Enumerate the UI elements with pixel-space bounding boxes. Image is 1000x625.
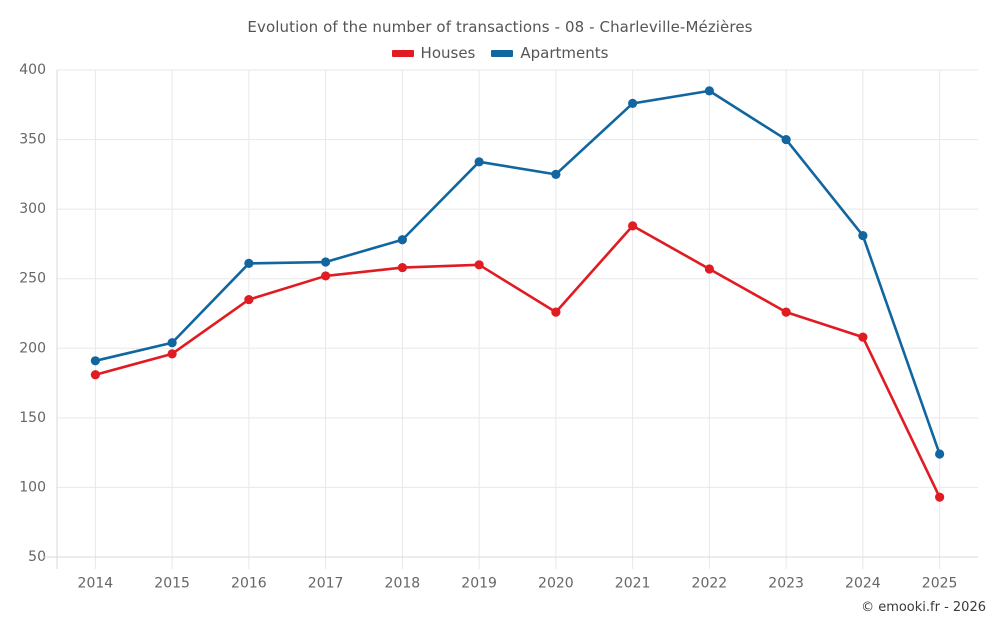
data-point-houses[interactable] xyxy=(858,332,868,342)
x-axis-tick-label: 2025 xyxy=(922,576,958,592)
x-axis-tick-label: 2017 xyxy=(308,576,344,592)
data-point-apartments[interactable] xyxy=(858,230,868,241)
y-axis-tick-label: 400 xyxy=(19,62,46,78)
data-point-houses[interactable] xyxy=(551,307,561,317)
data-point-houses[interactable] xyxy=(244,294,254,305)
legend-label-apartments: Apartments xyxy=(520,44,609,62)
y-axis-tick-label: 100 xyxy=(19,479,46,495)
series-line-houses xyxy=(94,224,941,499)
data-point-houses[interactable] xyxy=(781,307,791,317)
y-axis-tick-label: 200 xyxy=(19,340,46,356)
x-axis-tick-label: 2020 xyxy=(538,576,574,592)
data-point-apartments[interactable] xyxy=(321,257,331,267)
x-axis-tick-label: 2019 xyxy=(461,576,497,592)
chart-legend: Houses Apartments xyxy=(0,44,1000,62)
y-axis-tick-label: 350 xyxy=(19,132,46,148)
data-point-houses[interactable] xyxy=(704,264,714,274)
data-point-apartments[interactable] xyxy=(397,235,407,245)
data-point-houses[interactable] xyxy=(397,262,407,273)
data-point-apartments[interactable] xyxy=(244,258,254,269)
data-point-apartments[interactable] xyxy=(474,157,484,167)
data-point-apartments[interactable] xyxy=(551,169,561,179)
data-point-houses[interactable] xyxy=(321,271,331,281)
chart-title: Evolution of the number of transactions … xyxy=(247,18,753,36)
data-point-apartments[interactable] xyxy=(628,98,638,108)
data-point-houses[interactable] xyxy=(935,492,945,502)
x-axis-tick-label: 2018 xyxy=(385,576,421,592)
data-point-apartments[interactable] xyxy=(704,86,714,96)
legend-item-houses[interactable]: Houses xyxy=(391,44,476,62)
legend-swatch-apartments xyxy=(491,49,514,57)
x-axis-tick-label: 2015 xyxy=(154,576,190,592)
y-axis-tick-label: 150 xyxy=(19,410,46,426)
data-point-houses[interactable] xyxy=(167,349,177,359)
data-point-apartments[interactable] xyxy=(935,449,945,459)
x-axis-tick-label: 2021 xyxy=(615,576,651,592)
data-point-houses[interactable] xyxy=(628,221,638,231)
copyright-credit: © emooki.fr - 2026 xyxy=(861,600,986,615)
legend-label-houses: Houses xyxy=(420,44,476,62)
series-line-apartments xyxy=(94,89,941,456)
data-point-apartments[interactable] xyxy=(167,338,177,348)
data-point-apartments[interactable] xyxy=(90,356,100,366)
legend-item-apartments[interactable]: Apartments xyxy=(491,44,608,62)
data-point-houses[interactable] xyxy=(90,370,100,380)
data-point-apartments[interactable] xyxy=(781,134,791,145)
x-axis-tick-label: 2022 xyxy=(692,576,728,592)
y-axis-tick-label: 50 xyxy=(28,549,46,565)
x-axis-tick-label: 2023 xyxy=(768,576,804,592)
data-point-houses[interactable] xyxy=(474,260,484,270)
y-axis-tick-label: 300 xyxy=(19,201,46,217)
x-axis-tick-label: 2024 xyxy=(845,576,881,592)
y-axis-tick-label: 250 xyxy=(19,271,46,287)
x-axis-tick-label: 2016 xyxy=(231,576,267,592)
legend-swatch-houses xyxy=(391,49,414,57)
x-axis-tick-label: 2014 xyxy=(78,576,114,592)
